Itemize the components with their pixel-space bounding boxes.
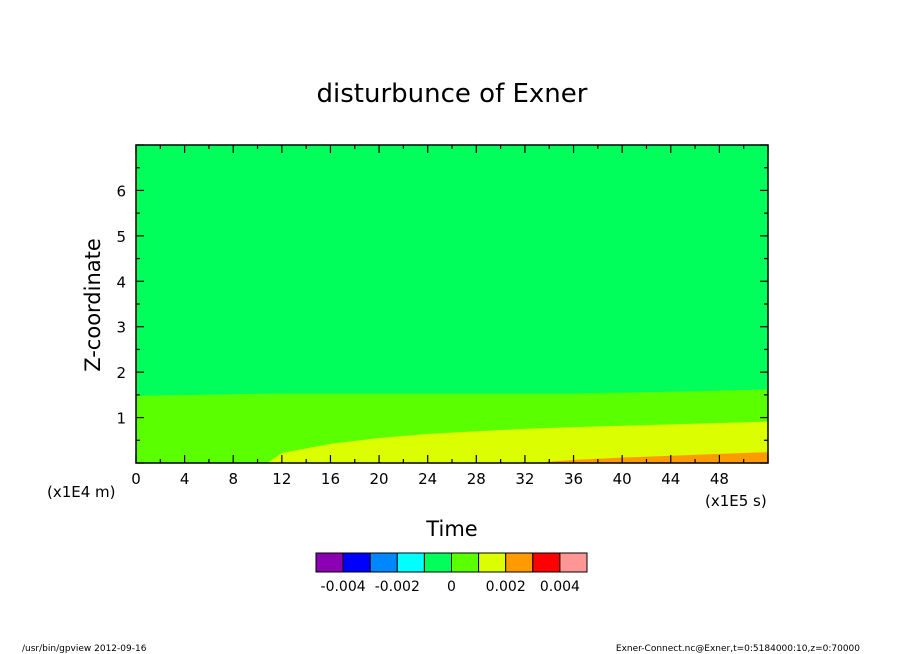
colorbar-labels: -0.004 -0.002 0 0.002 0.004: [321, 579, 580, 595]
y-tick-label: 3: [116, 319, 126, 337]
plot-area: [135, 144, 769, 464]
footer-left: /usr/bin/gpview 2012-09-16: [22, 644, 147, 654]
colorbar-cell: [315, 552, 344, 573]
x-tick-label: 36: [564, 470, 583, 488]
colorbar-label: 0: [447, 579, 456, 595]
x-tick-label: 40: [613, 470, 632, 488]
y-tick-label: 2: [116, 364, 126, 382]
colorbar-cell: [532, 552, 561, 573]
x-tick-label: 28: [467, 470, 486, 488]
x-tick-label: 20: [370, 470, 389, 488]
colorbar-cell: [559, 552, 588, 573]
colorbar-label: 0.002: [486, 579, 526, 595]
x-tick-label: 32: [515, 470, 534, 488]
colorbar: [315, 552, 588, 573]
x-tick-label: 24: [418, 470, 437, 488]
x-tick-label: 4: [180, 470, 190, 488]
colorbar-cell: [505, 552, 534, 573]
colorbar-label: 0.004: [540, 579, 580, 595]
colorbar-label: -0.002: [375, 579, 420, 595]
colorbar-label: -0.004: [321, 579, 366, 595]
x-tick-label: 44: [661, 470, 680, 488]
x-ticks: 0 4 8 12 16 20 24 28 32 36 40 44 48: [131, 145, 769, 488]
footer-right: Exner-Connect.nc@Exner,t=0:5184000:10,z=…: [616, 644, 860, 654]
colorbar-cell: [423, 552, 452, 573]
colorbar-cell: [342, 552, 371, 573]
x-tick-label: 16: [321, 470, 340, 488]
y-unit-label: (x1E4 m): [47, 483, 116, 501]
y-ticks: 1 2 3 4 5 6: [116, 144, 768, 464]
region-level-8: [531, 452, 768, 463]
y-tick-label: 5: [116, 228, 126, 246]
region-level-7: [267, 421, 768, 463]
x-tick-label: 48: [710, 470, 729, 488]
x-tick-label: 8: [228, 470, 238, 488]
chart-title: disturbunce of Exner: [317, 79, 588, 109]
y-axis-label: Z-coordinate: [81, 238, 105, 372]
colorbar-cell: [396, 552, 425, 573]
x-axis-label: Time: [425, 517, 477, 541]
colorbar-cell: [478, 552, 507, 573]
colorbar-cell: [451, 552, 480, 573]
y-tick-label: 6: [116, 182, 126, 200]
x-tick-label: 12: [272, 470, 291, 488]
colorbar-cell: [369, 552, 398, 573]
y-tick-label: 1: [116, 410, 126, 428]
x-tick-label: 0: [131, 470, 141, 488]
y-tick-label: 4: [116, 273, 126, 291]
x-unit-label: (x1E5 s): [705, 492, 767, 510]
